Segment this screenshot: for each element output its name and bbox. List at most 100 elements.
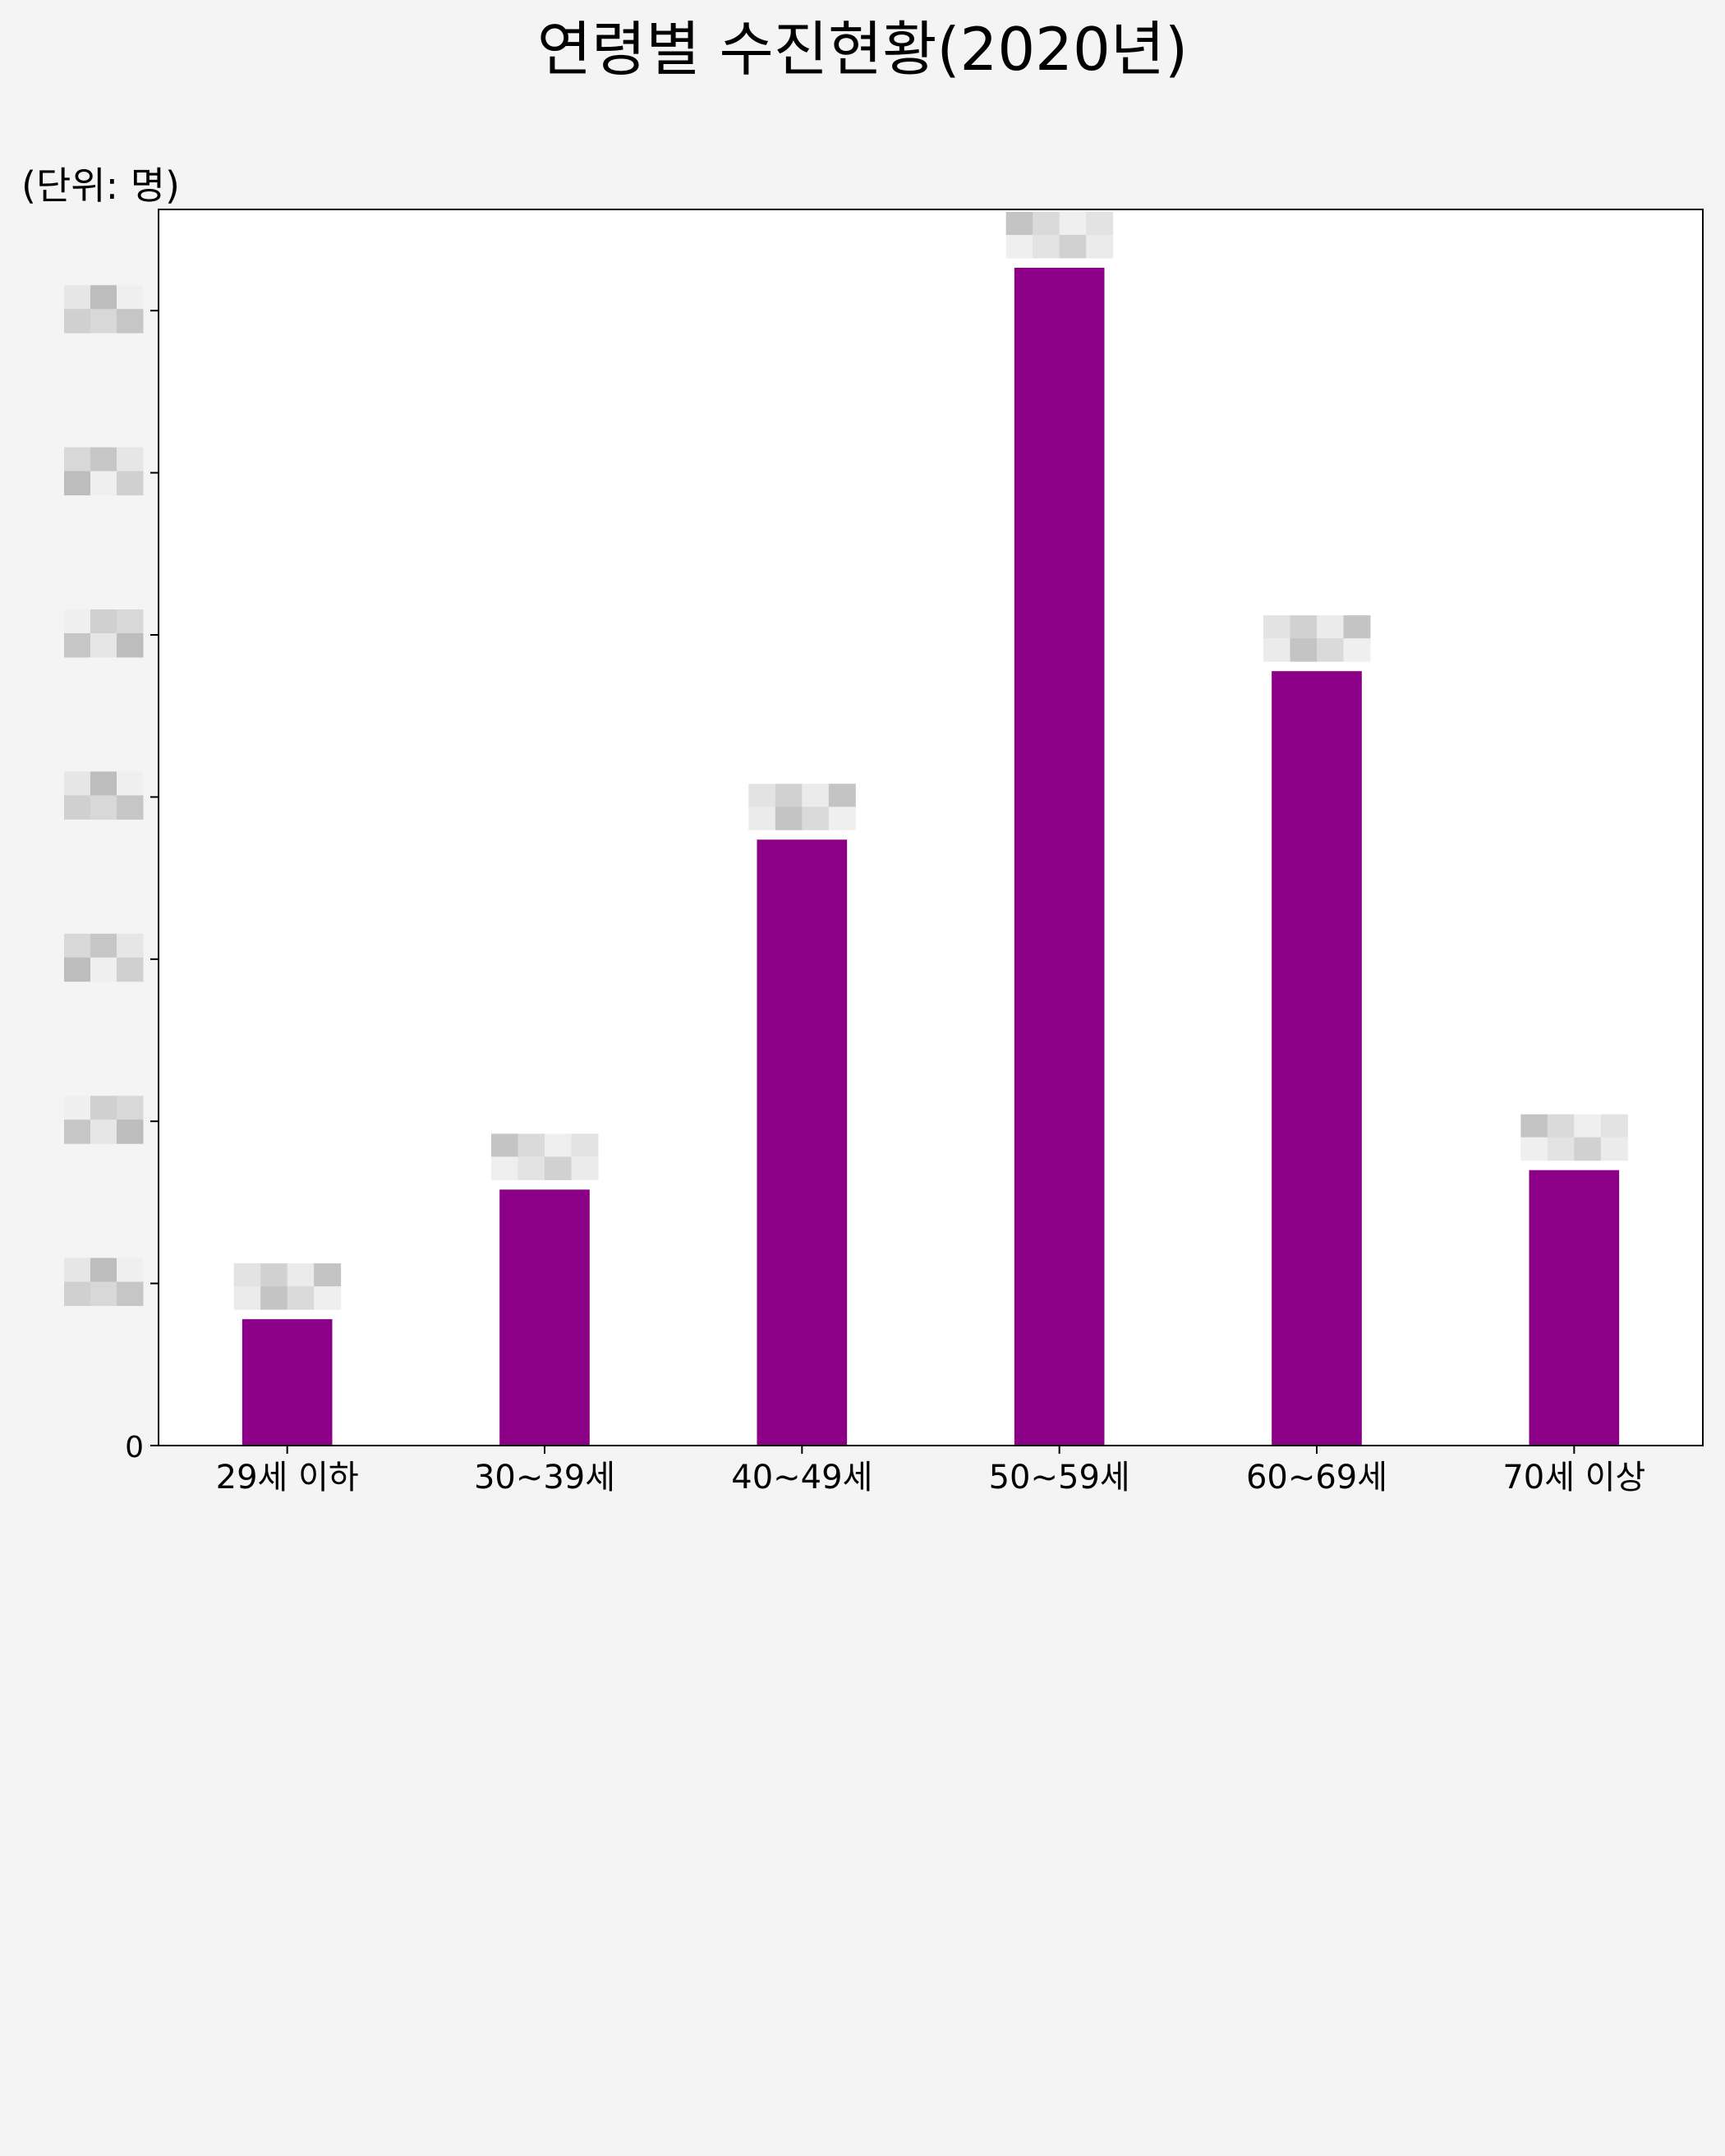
y-tick-label-pixel xyxy=(117,1119,144,1144)
x-tick-label: 30~39세 xyxy=(474,1459,615,1496)
data-label-pixel xyxy=(571,1156,599,1180)
data-label-pixel xyxy=(1059,235,1087,259)
plot-frame xyxy=(158,209,1704,1446)
data-label-obscured xyxy=(1520,1114,1628,1161)
data-label-pixel xyxy=(491,1156,518,1180)
data-label-pixel xyxy=(1086,212,1114,236)
y-tick-label-pixel xyxy=(90,1096,117,1120)
data-label-obscured xyxy=(1005,212,1114,259)
x-tick-label: 29세 이하 xyxy=(216,1459,359,1496)
data-label-pixel xyxy=(233,1286,261,1310)
y-tick-label-obscured xyxy=(64,933,144,982)
data-label-pixel xyxy=(314,1286,342,1310)
data-label-pixel xyxy=(748,807,776,830)
data-label-pixel xyxy=(1520,1137,1548,1161)
data-label-obscured xyxy=(1263,615,1371,662)
data-label-pixel xyxy=(545,1133,572,1157)
y-tick-label-pixel xyxy=(117,471,144,496)
y-tick-label-pixel xyxy=(117,633,144,658)
y-tick-label-pixel xyxy=(117,447,144,472)
y-tick-label-pixel xyxy=(64,633,91,658)
data-label-pixel xyxy=(1343,638,1371,662)
y-tick-label-pixel xyxy=(64,447,91,472)
y-tick-label-pixel xyxy=(90,771,117,796)
data-label-pixel xyxy=(1005,212,1033,236)
data-label-pixel xyxy=(260,1263,288,1287)
y-tick-label-pixel xyxy=(90,1257,117,1283)
x-tick-label: 50~59세 xyxy=(989,1459,1130,1496)
data-label-pixel xyxy=(1343,615,1371,639)
data-label-pixel xyxy=(1033,235,1060,259)
bar xyxy=(1272,671,1362,1446)
y-tick-label-obscured xyxy=(64,447,144,496)
data-label-obscured xyxy=(233,1263,342,1310)
bar xyxy=(757,839,848,1446)
y-tick-label-pixel xyxy=(117,795,144,820)
y-tick-label-obscured xyxy=(64,609,144,658)
data-label-pixel xyxy=(287,1286,315,1310)
y-tick-label-pixel xyxy=(90,795,117,820)
y-tick-label-obscured xyxy=(64,285,144,333)
y-tick-label-pixel xyxy=(90,633,117,658)
y-tick-label-pixel xyxy=(117,1096,144,1120)
data-label-pixel xyxy=(1547,1137,1575,1161)
data-label-pixel xyxy=(1520,1114,1548,1138)
y-tick-label-pixel xyxy=(64,933,91,958)
bar xyxy=(242,1319,333,1446)
y-tick-label-pixel xyxy=(64,1119,91,1144)
x-tick-label: 70세 이상 xyxy=(1502,1459,1645,1496)
data-label-obscured xyxy=(491,1133,599,1180)
data-label-pixel xyxy=(775,784,803,807)
data-label-pixel xyxy=(314,1263,342,1287)
data-label-pixel xyxy=(287,1263,315,1287)
y-tick-label-pixel xyxy=(90,1281,117,1307)
bar xyxy=(1014,268,1105,1446)
y-tick-label-pixel xyxy=(117,1257,144,1283)
data-label-pixel xyxy=(260,1286,288,1310)
y-tick-label-pixel xyxy=(64,1096,91,1120)
data-label-pixel xyxy=(1086,235,1114,259)
y-tick-label-pixel xyxy=(64,957,91,982)
y-tick-label-pixel xyxy=(90,1119,117,1144)
y-tick-label-pixel xyxy=(64,1281,91,1307)
data-label-pixel xyxy=(233,1263,261,1287)
y-tick-label-obscured xyxy=(64,1096,144,1144)
data-label-pixel xyxy=(802,784,830,807)
x-tick-label: 60~69세 xyxy=(1246,1459,1387,1496)
data-label-obscured xyxy=(748,784,856,830)
y-tick-label-pixel xyxy=(90,285,117,310)
bar xyxy=(1529,1170,1620,1446)
y-tick-label-pixel xyxy=(117,771,144,796)
y-tick-label-pixel xyxy=(64,795,91,820)
data-label-pixel xyxy=(491,1133,518,1157)
y-tick-label-pixel xyxy=(90,471,117,496)
data-label-pixel xyxy=(1600,1114,1628,1138)
y-tick-label-pixel xyxy=(90,447,117,472)
y-tick-label-pixel xyxy=(117,1281,144,1307)
y-tick-label-pixel xyxy=(64,1257,91,1283)
data-label-pixel xyxy=(1574,1114,1602,1138)
data-label-pixel xyxy=(571,1133,599,1157)
y-tick-label-pixel xyxy=(90,309,117,333)
unit-label: (단위: 명) xyxy=(21,163,180,208)
plot-area xyxy=(159,209,1703,1446)
bar xyxy=(499,1189,590,1446)
data-label-pixel xyxy=(748,784,776,807)
data-label-pixel xyxy=(1547,1114,1575,1138)
y-tick-label-pixel xyxy=(117,957,144,982)
data-label-pixel xyxy=(518,1133,545,1157)
data-label-pixel xyxy=(1033,212,1060,236)
data-label-pixel xyxy=(1574,1137,1602,1161)
y-tick-label-obscured xyxy=(64,1257,144,1307)
y-tick-label-pixel xyxy=(117,285,144,310)
y-tick-label-pixel xyxy=(117,309,144,333)
data-label-pixel xyxy=(1600,1137,1628,1161)
data-label-pixel xyxy=(1059,212,1087,236)
y-tick-label-pixel xyxy=(64,309,91,333)
data-label-pixel xyxy=(1005,235,1033,259)
data-label-pixel xyxy=(1263,638,1290,662)
data-label-pixel xyxy=(518,1156,545,1180)
y-tick-label-pixel xyxy=(64,471,91,496)
chart-title: 연령별 수진현황(2020년) xyxy=(536,15,1189,84)
